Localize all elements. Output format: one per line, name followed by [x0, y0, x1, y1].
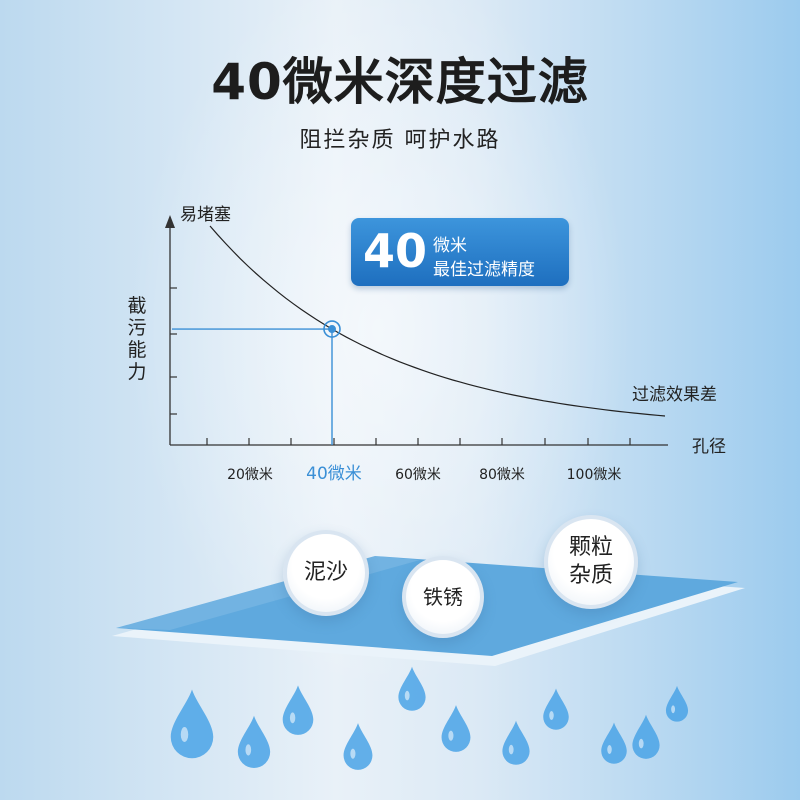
water-drop-5 [398, 666, 426, 711]
water-drop-shine-3 [289, 712, 296, 724]
x-tick-label-1: 20微米 [227, 467, 273, 483]
water-drop-shine-2 [245, 744, 252, 756]
water-drop-2 [237, 715, 271, 768]
capacity-curve [209, 225, 666, 417]
curve-start-label: 易堵塞 [180, 205, 231, 225]
water-drop-shine-9 [607, 745, 612, 754]
water-drop-shine-5 [404, 690, 410, 701]
water-drops [170, 666, 689, 770]
x-tick-label-3: 60微米 [395, 467, 441, 483]
highlight-point-ring [323, 320, 341, 338]
water-drop-shine-1 [180, 727, 189, 742]
highlight-point [328, 325, 336, 334]
water-drop-shine-4 [350, 748, 356, 759]
badge-number: 40 [363, 224, 428, 278]
bubble-rust: 铁锈 [402, 556, 484, 638]
water-drop-3 [282, 685, 314, 735]
page-title: 40微米深度过滤 [211, 53, 589, 111]
x-tick-label-4: 80微米 [479, 467, 525, 483]
x-axis-label: 孔径 [692, 437, 726, 457]
curve-end-label: 过滤效果差 [632, 385, 717, 405]
water-drop-1 [170, 689, 214, 759]
water-drop-8 [543, 688, 569, 730]
x-tick-label-2: 40微米 [306, 464, 362, 484]
water-drop-4 [343, 723, 373, 770]
water-drop-shine-10 [638, 738, 644, 749]
water-drop-shine-11 [671, 705, 676, 714]
badge-caption: 最佳过滤精度 [433, 260, 535, 280]
water-drop-7 [502, 720, 530, 765]
y-axis-label: 截污能力 [127, 295, 147, 383]
water-drop-10 [632, 714, 660, 759]
water-drop-shine-8 [549, 711, 554, 720]
pore-size-chart: 易堵塞 过滤效果差 孔径 20微米 40微米 60微米 80微米 100微米 [165, 205, 726, 484]
water-drop-9 [601, 722, 627, 764]
bubble-sand: 泥沙 [283, 530, 369, 616]
badge-unit: 微米 [433, 236, 467, 256]
water-drop-shine-7 [508, 744, 514, 755]
x-tick-label-5: 100微米 [567, 467, 622, 483]
y-axis-arrow [165, 215, 175, 228]
page-subtitle: 阻拦杂质 呵护水路 [299, 128, 501, 153]
water-drop-shine-6 [448, 730, 454, 741]
bubble-particles: 颗粒 杂质 [544, 515, 638, 609]
water-drop-6 [441, 705, 471, 752]
water-drop-11 [665, 685, 689, 722]
precision-badge: 40 微米 最佳过滤精度 [351, 218, 569, 286]
